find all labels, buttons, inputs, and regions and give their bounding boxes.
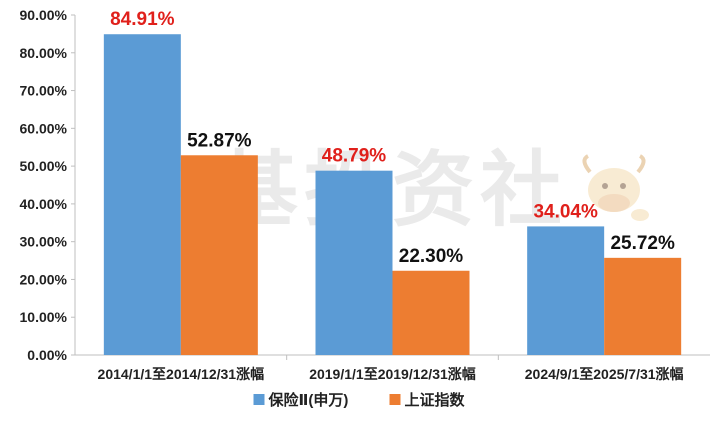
- legend-swatch: [253, 394, 265, 405]
- bar: [103, 34, 181, 356]
- bar: [604, 257, 682, 355]
- bars: [103, 34, 682, 356]
- y-tick-label: 20.00%: [20, 271, 68, 287]
- legend: 保险Ⅱ(申万) 上证指数: [253, 391, 466, 409]
- data-label: 25.72%: [610, 233, 675, 254]
- axes: 0.00% 10.00% 20.00% 30.00% 40.00% 50.00% 60.00…: [20, 7, 710, 382]
- data-label: 34.04%: [533, 201, 598, 222]
- legend-swatch: [389, 394, 401, 405]
- y-tick-label: 30.00%: [20, 234, 68, 250]
- data-label: 52.87%: [187, 130, 252, 151]
- x-category-label: 2019/1/1至2019/12/31涨幅: [309, 366, 476, 382]
- legend-label: 保险Ⅱ(申万): [268, 391, 349, 409]
- y-tick-label: 10.00%: [20, 309, 68, 325]
- legend-label: 上证指数: [405, 391, 466, 409]
- bar: [392, 270, 470, 355]
- y-tick-label: 50.00%: [20, 158, 68, 174]
- y-tick-label: 60.00%: [20, 120, 68, 136]
- data-label: 22.30%: [399, 246, 464, 267]
- data-label: 48.79%: [322, 146, 387, 167]
- watermark-cow-logo: [582, 154, 649, 221]
- data-label: 84.91%: [110, 9, 175, 30]
- x-category-label: 2014/1/1至2014/12/31涨幅: [98, 366, 265, 382]
- bar: [180, 155, 258, 355]
- y-tick-label: 0.00%: [27, 347, 67, 363]
- bar: [315, 170, 393, 355]
- x-category-label: 2024/9/1至2025/7/31涨幅: [525, 366, 684, 382]
- bar: [527, 226, 605, 355]
- y-tick-label: 70.00%: [20, 83, 68, 99]
- data-labels: 84.91% 52.87% 48.79% 22.30% 34.04% 25.72%: [110, 9, 675, 267]
- y-tick-label: 40.00%: [20, 196, 68, 212]
- y-tick-label: 90.00%: [20, 7, 68, 23]
- y-tick-label: 80.00%: [20, 45, 68, 61]
